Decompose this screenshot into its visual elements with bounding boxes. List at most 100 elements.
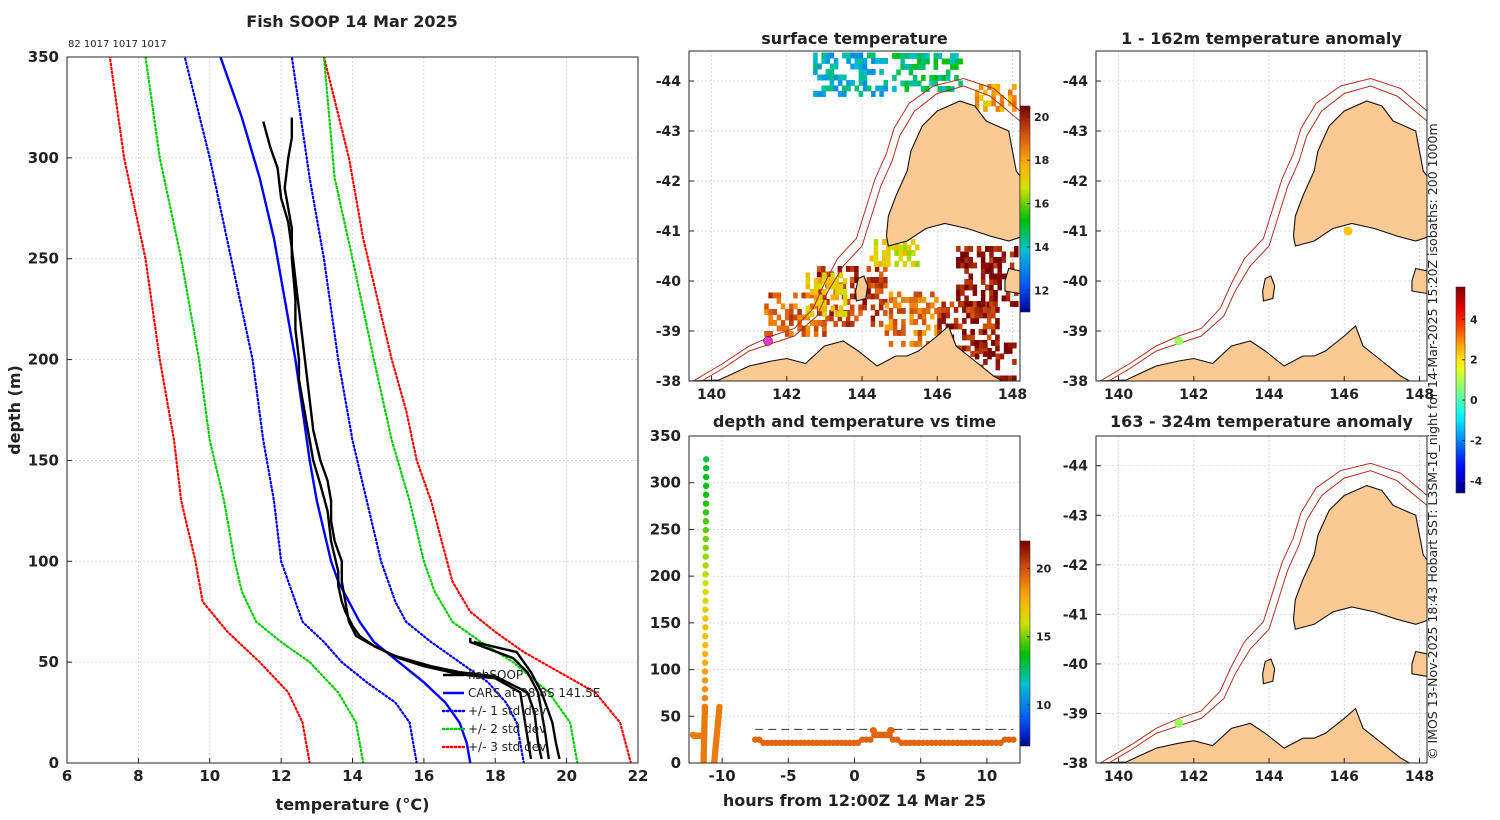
sst-pixel [956, 257, 961, 263]
sst-pixel [822, 272, 827, 279]
sst-pixel [995, 307, 1000, 313]
sst-pixel [822, 289, 827, 295]
sst-pixel [849, 310, 855, 316]
sst-pixel [937, 323, 942, 330]
depth-time-point [702, 624, 709, 631]
isobath-200m [1107, 470, 1427, 763]
sst-pixel [881, 239, 887, 245]
sst-pixel [892, 324, 898, 331]
sst-pixel [886, 250, 891, 256]
sst-pixel [797, 309, 802, 315]
sst-pixel [980, 257, 986, 263]
sst-pixel [917, 308, 923, 314]
sst-pixel [999, 100, 1005, 107]
sst-pixel [925, 53, 930, 59]
map-content [1096, 462, 1427, 763]
x-tick-label: 148 [1405, 387, 1434, 403]
sst-pixel [813, 52, 818, 59]
sst-pixel [849, 282, 855, 289]
sst-pixel [789, 314, 794, 321]
y-tick-label: 200 [28, 351, 59, 369]
sst-pixel [1012, 375, 1017, 381]
sst-pixel [916, 53, 922, 59]
sst-pixel [930, 313, 935, 320]
sst-pixel [930, 302, 935, 309]
sst-pixel [934, 308, 939, 314]
sst-pixel [870, 293, 876, 300]
sst-pixel [866, 277, 872, 283]
sst-pixel [910, 239, 916, 245]
legend-label: +/- 3 std dev [468, 740, 546, 754]
x-tick-label: 12 [271, 767, 292, 785]
sst-pixel [925, 302, 931, 309]
sst-pixel [873, 244, 879, 251]
land-victoria [1096, 707, 1411, 763]
y-tick-label: -38 [1063, 374, 1088, 390]
std-dev-1-plus-line [183, 57, 418, 763]
sst-pixel [957, 323, 963, 330]
sst-pixel [916, 64, 922, 70]
credit-text: © IMOS 13-Nov-2025 18:43 Hobart SST: L3S… [1425, 123, 1440, 760]
sst-pixel [921, 75, 926, 81]
x-tick-label: 140 [1104, 387, 1133, 403]
sst-pixel [945, 69, 951, 76]
sst-pixel [813, 331, 819, 337]
sst-pixel [805, 314, 811, 321]
sst-pixel [989, 268, 994, 274]
std-dev-3-minus-line [322, 57, 632, 763]
x-tick-label: 144 [847, 387, 876, 403]
sst-pixel [842, 52, 847, 59]
sst-pixel [1005, 290, 1011, 296]
sst-pixel [780, 303, 786, 310]
sst-pixel [985, 246, 990, 252]
x-tick-label: 16 [413, 767, 434, 785]
depth-time-point [702, 606, 709, 613]
sst-pixel [866, 266, 872, 272]
land-tasmania [1292, 484, 1427, 630]
legend-label: +/- 1 std dev [468, 704, 546, 718]
sst-pixel [995, 323, 1000, 330]
sst-pixel [892, 86, 897, 92]
sst-pixel [913, 297, 919, 303]
sst-pixel [870, 282, 876, 289]
sst-pixel [901, 324, 906, 331]
sst-pixel [1005, 295, 1011, 302]
anomaly-map-shallow: 140 142 144 146 148 -38 -39 -40 -41 -42 -43 -44 1 - … [1063, 29, 1434, 403]
sst-pixel [842, 278, 848, 284]
sst-pixel [908, 80, 914, 87]
sst-pixel [830, 305, 835, 312]
sst-pixel [825, 52, 831, 59]
sst-pixel [842, 74, 847, 81]
y-tick-label: -40 [1063, 274, 1089, 290]
sst-pixel [968, 279, 974, 285]
sst-pixel [978, 312, 984, 319]
sst-pixel [850, 52, 855, 59]
sst-pixel [986, 334, 992, 341]
sst-pixel [901, 341, 906, 347]
std-dev-3-plus-line [108, 57, 311, 763]
y-tick-label: -42 [1063, 558, 1088, 574]
sst-pixel [829, 310, 834, 316]
sst-pixel [960, 301, 965, 307]
sst-pixel [974, 353, 980, 360]
sst-pixel [934, 330, 939, 336]
sst-pixel [937, 86, 943, 92]
sst-pixel [945, 75, 951, 81]
sst-pixel [883, 85, 888, 92]
x-tick-label: 144 [1254, 387, 1283, 403]
sst-pixel [968, 273, 974, 280]
sst-pixel [1012, 84, 1017, 90]
sst-pixel [945, 312, 951, 319]
sst-pixel [862, 304, 867, 311]
cars-mean-line [219, 57, 472, 763]
sst-pixel [862, 69, 868, 75]
sst-pixel [830, 278, 835, 284]
sst-pixel [937, 75, 943, 81]
sst-pixel [870, 277, 876, 283]
y-tick-label: -41 [656, 224, 681, 240]
sst-pixel [933, 80, 939, 87]
sst-pixel [986, 307, 992, 313]
sst-pixel [849, 304, 855, 311]
sst-pixel [934, 324, 939, 331]
